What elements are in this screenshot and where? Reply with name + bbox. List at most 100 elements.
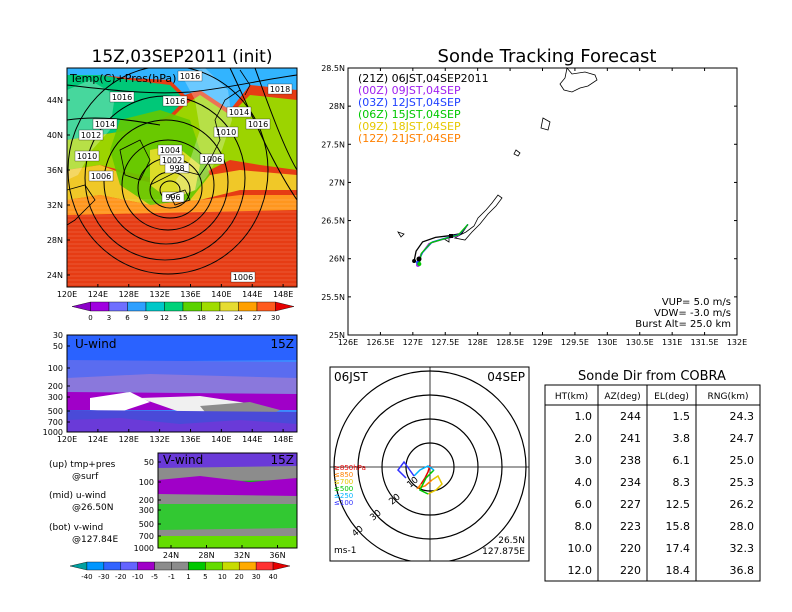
pressure-tick-label: 50 xyxy=(53,342,63,351)
track-end-point xyxy=(417,262,422,267)
isobar-label: 1002 xyxy=(162,156,182,165)
colorbar-tick-label: -10 xyxy=(132,573,143,581)
lon-tick-label: 132E xyxy=(149,290,169,299)
lat-tick-label: 27.5N xyxy=(321,140,345,149)
track-line xyxy=(418,223,469,265)
legend-entry: (09Z) 18JST,04SEP xyxy=(358,120,461,133)
u-wind-lon-ticks: 120E 124E 128E 132E 136E 140E 144E 148E xyxy=(57,429,293,444)
lon-tick-label: 140E xyxy=(211,435,231,444)
v-wind-lat-ticks: 24N 28N 32N 36N xyxy=(163,545,286,560)
table-header-cell: RNG(km) xyxy=(708,392,749,402)
colorbar-swatch xyxy=(103,561,121,571)
isobar-label: 1006 xyxy=(91,172,111,181)
lon-tick-label: 148E xyxy=(273,290,293,299)
lon-tick-label: 130E xyxy=(597,338,617,347)
table-cell: 8.3 xyxy=(673,476,691,489)
v-wind-panel xyxy=(158,453,297,548)
table-cell: 6.1 xyxy=(673,454,691,467)
isobar-label: 1014 xyxy=(229,108,249,117)
lon-tick-label: 129.5E xyxy=(561,338,589,347)
pressure-tick-label: 500 xyxy=(139,520,154,529)
lon-tick-label: 120E xyxy=(57,290,77,299)
tracking-lat-ticks: 25.5N 26N 26.5N 27N 27.5N 28N 28.5N 25N xyxy=(321,64,737,340)
table-cell: 220 xyxy=(620,542,641,555)
hodograph-date: 04SEP xyxy=(487,370,525,384)
lat-tick-label: 25.5N xyxy=(321,293,345,302)
colorbar-tick-label: 24 xyxy=(234,314,243,322)
pressure-tick-label: 500 xyxy=(48,407,63,416)
pressure-tick-label: 200 xyxy=(48,382,63,391)
table-cell: 32.3 xyxy=(730,542,755,555)
colorbar-tick-label: 5 xyxy=(203,573,207,581)
colorbar-swatch xyxy=(255,561,274,571)
u-wind-title: U-wind xyxy=(75,337,116,351)
isobar-label: 1016 xyxy=(165,97,185,106)
table-cell: 2.0 xyxy=(575,432,593,445)
hodograph-unit: ms-1 xyxy=(334,546,356,556)
tracking-lon-ticks: 126E 126.5E 127E 127.5E 128E 128.5E 129E 129.5E… xyxy=(338,68,747,347)
colorbar-swatch xyxy=(238,301,258,312)
tracking-title: Sonde Tracking Forecast xyxy=(438,46,657,67)
colorbar-swatch xyxy=(256,301,276,312)
lat-tick-label: 40N xyxy=(47,131,63,140)
colorbar-tick-label: 10 xyxy=(218,573,227,581)
lon-tick-label: 136E xyxy=(180,435,200,444)
lat-tick-label: 26N xyxy=(329,255,345,264)
colorbar-tick-label: 30 xyxy=(271,314,280,322)
lon-tick-label: 132E xyxy=(149,435,169,444)
table-cell: 238 xyxy=(620,454,641,467)
colorbar-tick-label: -30 xyxy=(98,573,109,581)
track-line xyxy=(413,224,469,262)
lon-tick-label: 126.5E xyxy=(366,338,394,347)
colorbar-tick-label: 27 xyxy=(253,314,262,322)
lon-tick-label: 128E xyxy=(119,290,139,299)
table-cell: 1.0 xyxy=(575,410,593,423)
colorbar-tick-label: 0 xyxy=(88,314,92,322)
lat-tick-label: 28.5N xyxy=(321,64,345,73)
cobra-table: HT(km) 1.0 2.0 3.0 4.0 6.0 8.0 10.0 12.0 AZ(deg) 2… xyxy=(544,384,761,582)
colorbar-swatch xyxy=(239,561,257,571)
table-cell: 1.5 xyxy=(673,410,691,423)
colorbar-tick-label: -1 xyxy=(168,573,175,581)
colorbar-swatch xyxy=(86,561,105,571)
isobar-label: 1016 xyxy=(248,120,268,129)
weather-map-frame xyxy=(66,67,298,288)
table-cell: 25.0 xyxy=(730,454,755,467)
lon-tick-label: 148E xyxy=(273,435,293,444)
colorbar-swatch xyxy=(219,301,239,312)
lat-tick-label: 36N xyxy=(47,166,63,175)
caption-line: @26.50N xyxy=(72,503,114,513)
lat-tick-label: 26.5N xyxy=(321,217,345,226)
isobar-label: 1006 xyxy=(233,273,253,282)
launch-point-marker xyxy=(449,234,453,238)
lon-tick-label: 136E xyxy=(180,290,200,299)
tracking-series xyxy=(412,223,469,267)
weather-map-lat-ticks: 24N 28N 32N 36N 40N 44N xyxy=(47,96,70,280)
lat-tick-label: 27N xyxy=(329,178,345,187)
legend-entry: (06Z) 15JST,04SEP xyxy=(358,108,461,121)
lat-tick-label: 36N xyxy=(269,551,285,560)
pressure-tick-label: 50 xyxy=(144,458,154,467)
table-cell: 4.0 xyxy=(575,476,593,489)
wind-colorbar: -40 -30 -20 -10 -5 -1 1 5 10 20 30 40 xyxy=(69,561,291,581)
table-cell: 10.0 xyxy=(568,542,593,555)
hodograph: 06JST 04SEP 10 20 30 40 ≥850hPa ≤850 ≤70… xyxy=(329,366,530,562)
landing-point-marker xyxy=(416,256,422,262)
table-cell: 28.0 xyxy=(730,520,755,533)
lat-tick-label: 24N xyxy=(163,551,179,560)
colorbar-swatch xyxy=(222,561,240,571)
table-cell: 3.0 xyxy=(575,454,593,467)
lat-tick-label: 28N xyxy=(198,551,214,560)
colorbar-tick-label: 30 xyxy=(252,573,261,581)
lon-tick-label: 131.5E xyxy=(691,338,719,347)
weather-map: 1016 1016 1016 1018 1014 1014 1012 1010 … xyxy=(67,68,297,287)
colorbar-swatch xyxy=(188,561,206,571)
lon-tick-label: 128E xyxy=(119,435,139,444)
tracking-coastlines xyxy=(397,67,598,243)
pressure-tick-label: 700 xyxy=(139,532,154,541)
coastlines xyxy=(67,69,251,226)
isobar-label: 996 xyxy=(165,193,180,202)
caption-line: (up) tmp+pres xyxy=(49,460,116,470)
